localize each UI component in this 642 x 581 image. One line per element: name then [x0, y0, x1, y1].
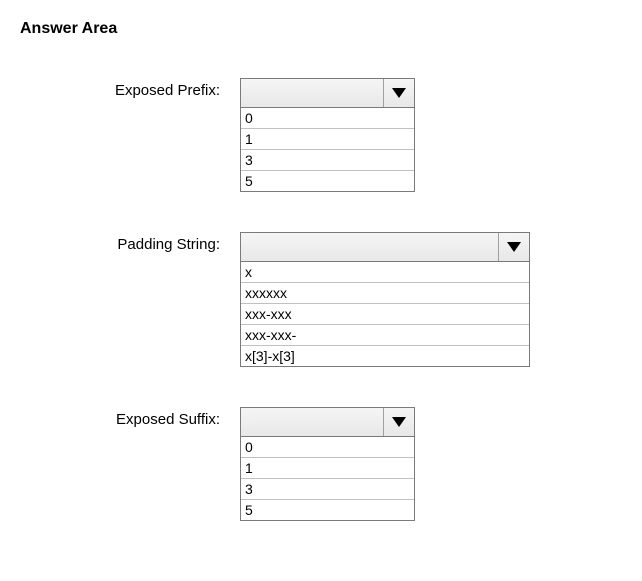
list-item[interactable]: 0 [241, 108, 414, 129]
suffix-label: Exposed Suffix: [20, 407, 240, 428]
field-padding-string: Padding String: x xxxxxx xxx-xxx xxx-xxx… [20, 232, 622, 367]
chevron-down-icon [384, 79, 414, 107]
chevron-down-icon [384, 408, 414, 436]
suffix-combobox[interactable] [240, 407, 415, 437]
suffix-options: 0 1 3 5 [240, 437, 415, 521]
field-exposed-suffix: Exposed Suffix: 0 1 3 5 [20, 407, 622, 521]
prefix-control: 0 1 3 5 [240, 78, 415, 192]
suffix-control: 0 1 3 5 [240, 407, 415, 521]
list-item[interactable]: 3 [241, 150, 414, 171]
list-item[interactable]: xxx-xxx- [241, 325, 529, 346]
prefix-combobox[interactable] [240, 78, 415, 108]
list-item[interactable]: x[3]-x[3] [241, 346, 529, 366]
padding-control: x xxxxxx xxx-xxx xxx-xxx- x[3]-x[3] [240, 232, 530, 367]
list-item[interactable]: 1 [241, 129, 414, 150]
list-item[interactable]: 1 [241, 458, 414, 479]
padding-options: x xxxxxx xxx-xxx xxx-xxx- x[3]-x[3] [240, 262, 530, 367]
page-title: Answer Area [20, 20, 622, 38]
padding-combobox-text [241, 233, 499, 261]
field-exposed-prefix: Exposed Prefix: 0 1 3 5 [20, 78, 622, 192]
padding-combobox[interactable] [240, 232, 530, 262]
prefix-options: 0 1 3 5 [240, 108, 415, 192]
padding-label: Padding String: [20, 232, 240, 253]
list-item[interactable]: 3 [241, 479, 414, 500]
list-item[interactable]: 0 [241, 437, 414, 458]
list-item[interactable]: xxxxxx [241, 283, 529, 304]
list-item[interactable]: 5 [241, 500, 414, 520]
list-item[interactable]: xxx-xxx [241, 304, 529, 325]
list-item[interactable]: 5 [241, 171, 414, 191]
suffix-combobox-text [241, 408, 384, 436]
chevron-down-icon [499, 233, 529, 261]
list-item[interactable]: x [241, 262, 529, 283]
prefix-label: Exposed Prefix: [20, 78, 240, 99]
prefix-combobox-text [241, 79, 384, 107]
